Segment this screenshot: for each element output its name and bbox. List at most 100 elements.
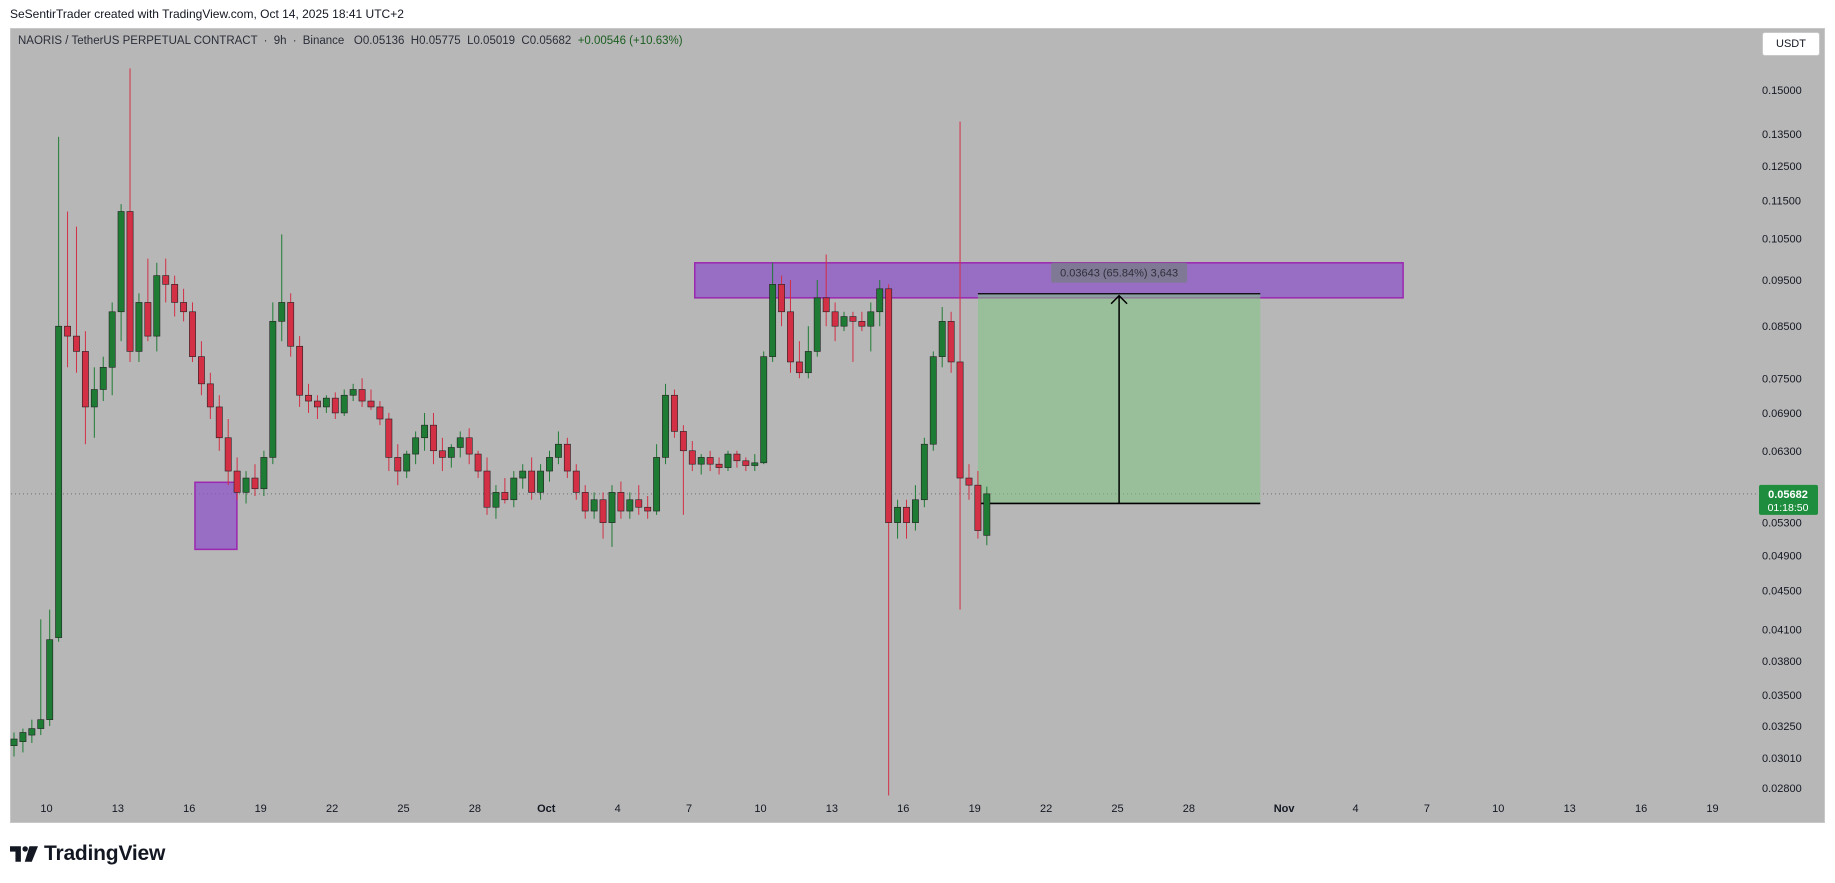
candle-body (385, 418, 393, 458)
candle-body (555, 443, 562, 458)
currency-button[interactable]: USDT (1762, 32, 1820, 56)
candle-body (653, 457, 661, 512)
tradingview-logo-icon (10, 846, 38, 862)
y-axis-tick-label: 0.04100 (1762, 624, 1802, 636)
x-axis-tick-label: 7 (1424, 803, 1430, 815)
candle-body (617, 492, 625, 512)
support-zone (194, 481, 238, 551)
candle-body (956, 361, 964, 479)
candle-body (438, 450, 446, 458)
candle-body (260, 457, 268, 490)
candle-body (456, 437, 464, 448)
x-axis-tick-label: 19 (255, 803, 267, 815)
candle-body (947, 321, 955, 363)
candle-body (233, 470, 241, 493)
candle-body (99, 367, 107, 390)
candle-body (242, 477, 250, 493)
x-axis-tick-label: 28 (1183, 803, 1195, 815)
candle-body (10, 738, 18, 746)
x-axis-tick-label: 10 (754, 803, 766, 815)
y-axis-tick-label: 0.07500 (1762, 373, 1802, 385)
candle-body (688, 450, 696, 465)
candle-body (849, 316, 857, 322)
candle-body (251, 477, 259, 490)
candle-body (465, 437, 473, 455)
chart-pane[interactable] (10, 28, 1825, 823)
candle-body (215, 406, 223, 439)
candle-body (840, 316, 848, 327)
candle-body (590, 499, 598, 512)
x-axis-tick-label: Oct (537, 803, 556, 815)
header-bar: SeSentirTrader created with TradingView.… (0, 0, 1835, 28)
candle-body (19, 732, 27, 742)
candle-body (724, 453, 732, 468)
candle-body (581, 492, 589, 512)
candle-body (198, 356, 205, 385)
high-value: H0.05775 (410, 35, 461, 47)
candle-body (331, 397, 339, 414)
candle-body (206, 383, 214, 408)
y-axis-tick-label: 0.08500 (1762, 321, 1802, 333)
candle-body (358, 389, 366, 402)
candle-body (769, 284, 777, 357)
candle-body (563, 443, 571, 472)
measure-label: 0.03643 (65.84%) 3,643 (1060, 268, 1178, 280)
candle-body (349, 389, 357, 396)
measure-arrow-head (1110, 294, 1128, 305)
candle-body (180, 302, 187, 313)
close-value: C0.05682 (521, 35, 572, 47)
candle-body (983, 493, 991, 536)
candle-body (778, 284, 785, 313)
x-axis-tick-label: 28 (469, 803, 481, 815)
footer-logo[interactable]: TradingView (10, 838, 165, 870)
candle-body (340, 394, 348, 414)
candle-body (787, 311, 794, 363)
candle-body (144, 302, 152, 337)
candle-body (920, 443, 928, 501)
candle-body (813, 297, 821, 352)
candle-body (876, 288, 884, 313)
candle-body (492, 492, 500, 508)
candle-body (305, 394, 312, 402)
y-axis-tick-label: 0.03250 (1762, 721, 1802, 733)
candle-body (929, 356, 937, 445)
x-axis-tick-label: 13 (826, 803, 838, 815)
candle-body (938, 321, 946, 357)
low-value: L0.05019 (467, 35, 516, 47)
candle-body (831, 311, 839, 327)
x-axis-tick-label: 19 (1706, 803, 1718, 815)
candle-body (903, 506, 910, 523)
candle-body (117, 211, 125, 313)
candle-body (537, 470, 544, 493)
candle-body (28, 728, 36, 736)
candle-body (153, 275, 161, 337)
open-value: O0.05136 (353, 35, 405, 47)
candle-body (430, 424, 437, 452)
candle-body (599, 499, 607, 523)
x-axis-tick-label: 16 (897, 803, 909, 815)
candle-body (447, 447, 455, 458)
last-price-value: 0.05682 (1768, 489, 1808, 501)
candle-body (608, 492, 616, 523)
candle-body (403, 453, 411, 472)
y-axis-tick-label: 0.02800 (1762, 783, 1802, 795)
measure-label-bg (1051, 262, 1188, 283)
candle-body (224, 437, 232, 472)
candle-body (822, 297, 830, 313)
x-axis-tick-label: 4 (1352, 803, 1358, 815)
x-axis-tick-label: 7 (686, 803, 692, 815)
candle-body (795, 361, 803, 374)
candle-body (126, 211, 134, 352)
symbol-name: NAORIS / TetherUS PERPETUAL CONTRACT (18, 35, 258, 47)
candle-body (162, 275, 170, 285)
y-axis-tick-label: 0.10500 (1762, 233, 1802, 245)
candle-body (474, 453, 482, 472)
candle-body (90, 389, 98, 408)
x-axis-tick-label: 13 (112, 803, 124, 815)
candle-body (760, 356, 768, 464)
candle-body (81, 351, 89, 408)
candle-body (528, 470, 536, 493)
x-axis-tick-label: 16 (183, 803, 195, 815)
candle-body (697, 457, 705, 465)
